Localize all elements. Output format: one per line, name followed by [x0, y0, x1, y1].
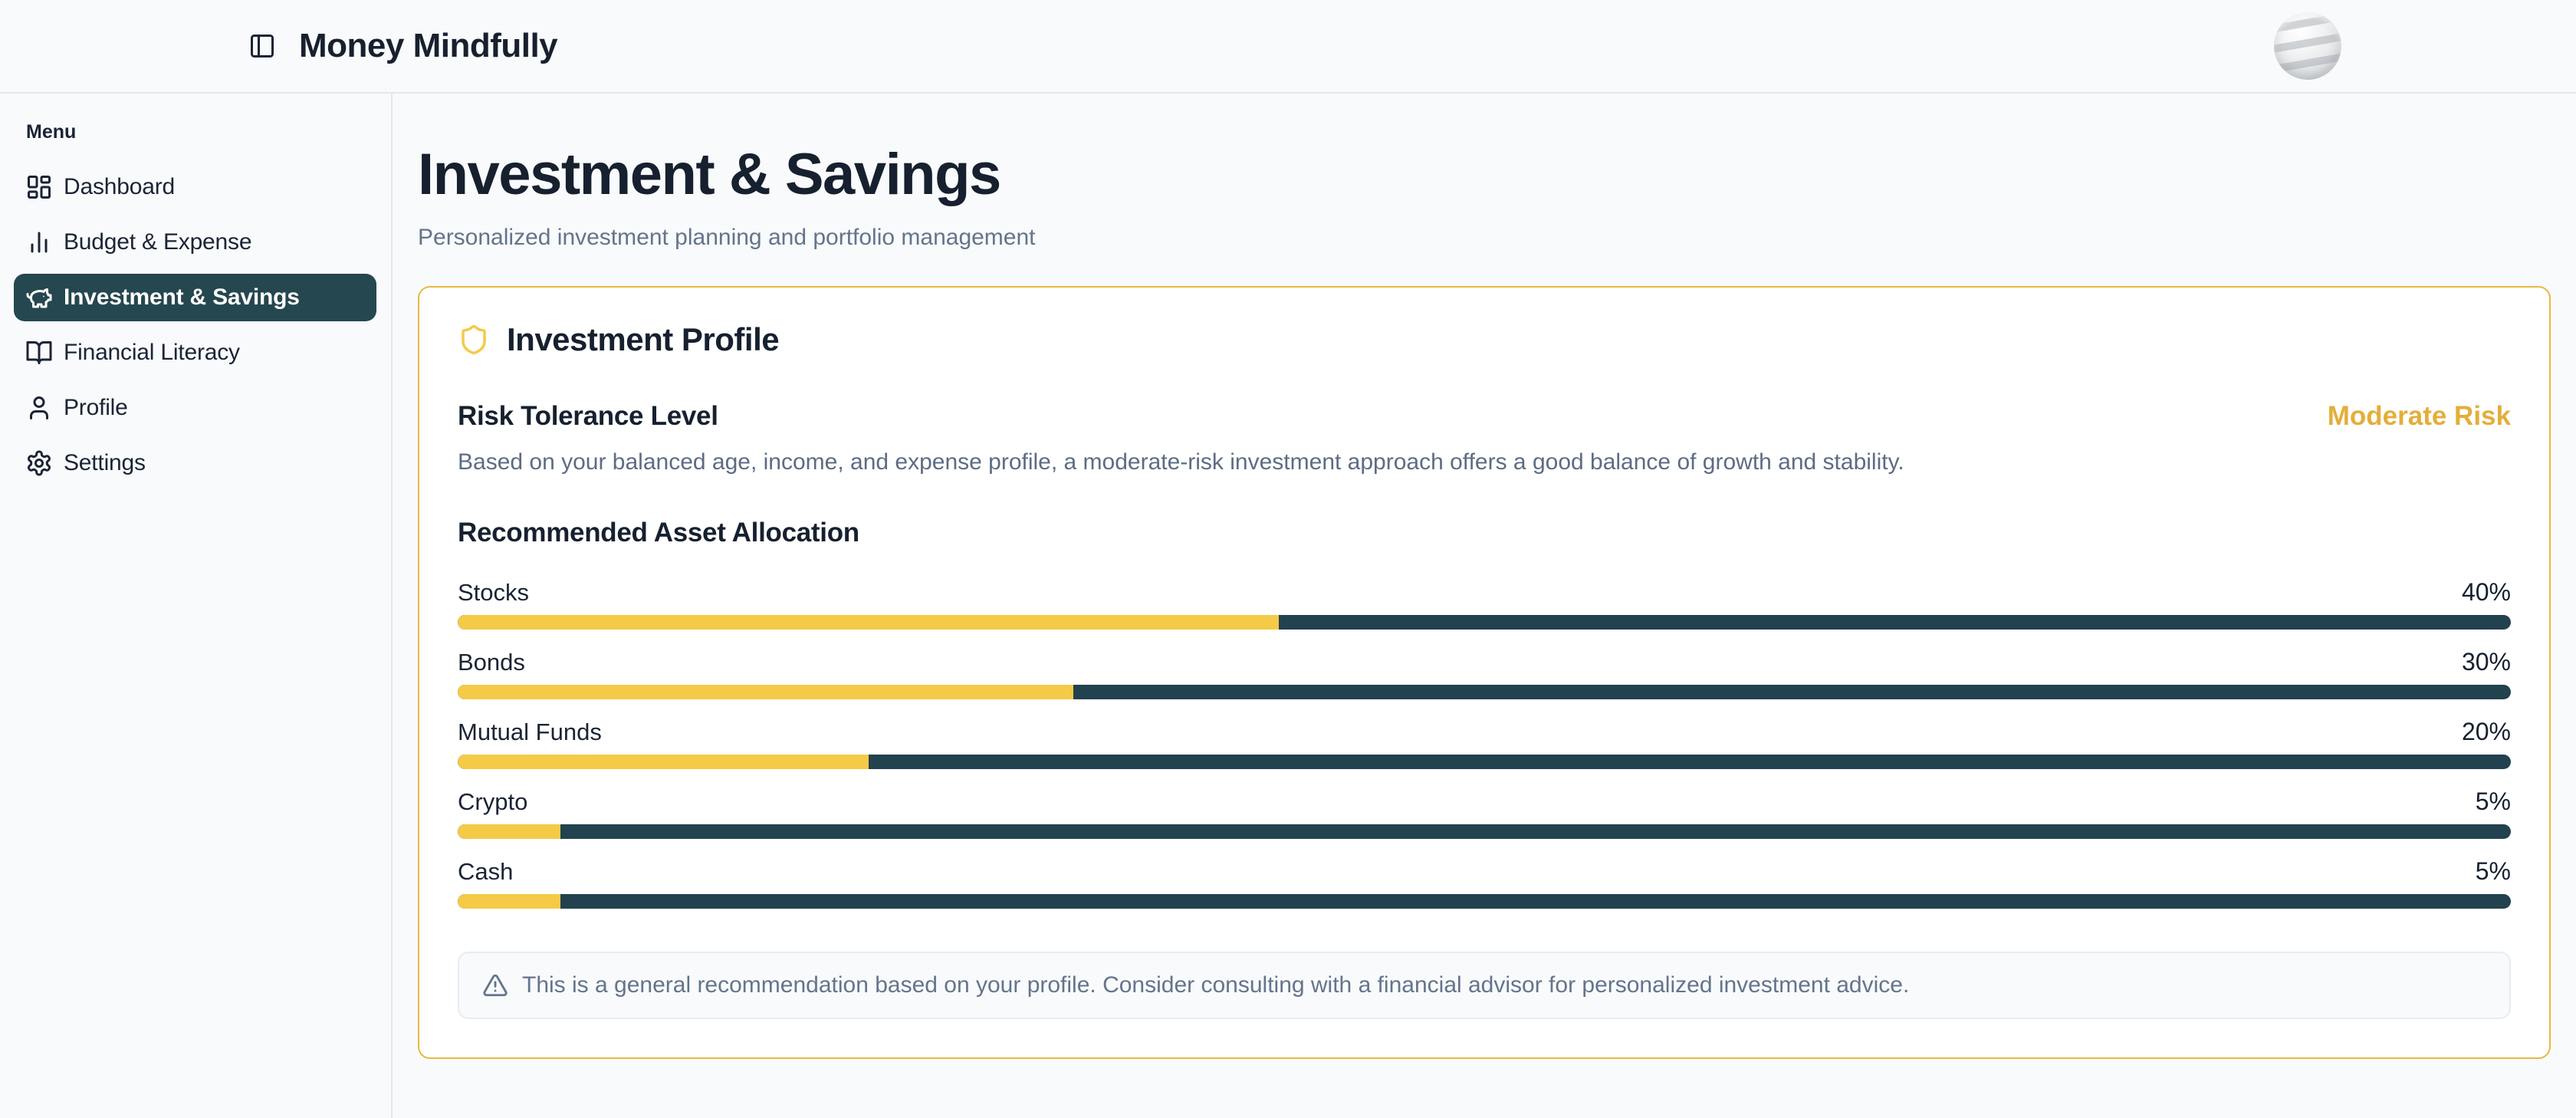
sidebar-item-dashboard[interactable]: Dashboard: [14, 163, 376, 211]
allocation-bar-fill: [458, 824, 560, 839]
risk-description: Based on your balanced age, income, and …: [458, 449, 1904, 475]
sidebar-section-label: Menu: [26, 121, 77, 143]
sidebar-item-investment-savings[interactable]: Investment & Savings: [14, 274, 376, 321]
gear-icon: [28, 450, 51, 476]
bar-chart-icon: [31, 232, 48, 253]
allocation-percent: 5%: [2475, 857, 2511, 885]
allocation-percent: 5%: [2475, 788, 2511, 815]
app-title: Money Mindfully: [299, 27, 558, 64]
sidebar-item-label: Settings: [64, 450, 146, 475]
sidebar-item-label: Budget & Expense: [64, 229, 252, 255]
allocation-label: Mutual Funds: [458, 718, 602, 745]
disclaimer-text: This is a general recommendation based o…: [522, 972, 1910, 998]
allocation-percent: 30%: [2461, 648, 2511, 676]
disclaimer-note: This is a general recommendation based o…: [458, 952, 2511, 1019]
risk-tolerance-heading: Risk Tolerance Level: [458, 401, 718, 431]
sidebar-item-label: Financial Literacy: [64, 340, 240, 365]
sidebar: Menu Dashboard Budget & Expense Investme…: [0, 94, 393, 1118]
allocation-label: Cash: [458, 858, 514, 885]
card-title: Investment Profile: [507, 321, 780, 357]
warning-triangle-icon: [483, 974, 508, 997]
allocation-percent: 40%: [2461, 578, 2511, 606]
allocation-row-bonds: Bonds 30%: [458, 647, 2511, 699]
avatar[interactable]: [2274, 12, 2341, 80]
allocation-bar-fill: [458, 685, 1074, 699]
dashboard-icon: [28, 176, 51, 199]
allocation-row-stocks: Stocks 40%: [458, 577, 2511, 630]
allocation-bar-track: [458, 894, 2511, 909]
shield-icon: [462, 324, 486, 355]
allocation-bar-track: [458, 615, 2511, 630]
panel-left-icon: [251, 35, 274, 58]
sidebar-item-label: Profile: [64, 395, 128, 420]
sidebar-item-settings[interactable]: Settings: [14, 439, 376, 487]
allocation-label: Crypto: [458, 788, 528, 815]
sidebar-nav: Dashboard Budget & Expense Investment & …: [0, 163, 391, 487]
sidebar-item-financial-literacy[interactable]: Financial Literacy: [14, 329, 376, 377]
allocation-row-cash: Cash 5%: [458, 857, 2511, 909]
app-header: Money Mindfully: [0, 0, 2576, 94]
allocation-bar-fill: [458, 894, 560, 909]
allocation-label: Bonds: [458, 649, 525, 676]
sidebar-item-label: Dashboard: [64, 174, 175, 199]
sidebar-item-profile[interactable]: Profile: [14, 384, 376, 432]
allocation-bar-fill: [458, 755, 869, 769]
piggy-bank-icon: [26, 288, 52, 308]
allocation-row-mutual-funds: Mutual Funds 20%: [458, 717, 2511, 769]
allocation-bar-track: [458, 824, 2511, 839]
sidebar-toggle-button[interactable]: [239, 23, 285, 69]
risk-level-badge: Moderate Risk: [2327, 401, 2511, 431]
main-content: Investment & Savings Personalized invest…: [393, 94, 2576, 1118]
allocation-row-crypto: Crypto 5%: [458, 787, 2511, 839]
allocation-bar-track: [458, 685, 2511, 699]
investment-profile-card: Investment Profile Risk Tolerance Level …: [418, 286, 2551, 1059]
user-icon: [30, 396, 48, 419]
allocation-bar-fill: [458, 615, 1280, 630]
sidebar-item-label: Investment & Savings: [64, 284, 300, 310]
allocation-label: Stocks: [458, 579, 530, 606]
page-title: Investment & Savings: [418, 142, 1001, 207]
asset-allocation-list: Stocks 40% Bonds 30%: [458, 577, 2511, 909]
page-subtitle: Personalized investment planning and por…: [418, 225, 1036, 250]
sidebar-item-budget-expense[interactable]: Budget & Expense: [14, 219, 376, 266]
allocation-bar-track: [458, 755, 2511, 769]
allocation-percent: 20%: [2461, 718, 2511, 745]
asset-allocation-heading: Recommended Asset Allocation: [458, 518, 859, 547]
book-open-icon: [26, 341, 52, 364]
